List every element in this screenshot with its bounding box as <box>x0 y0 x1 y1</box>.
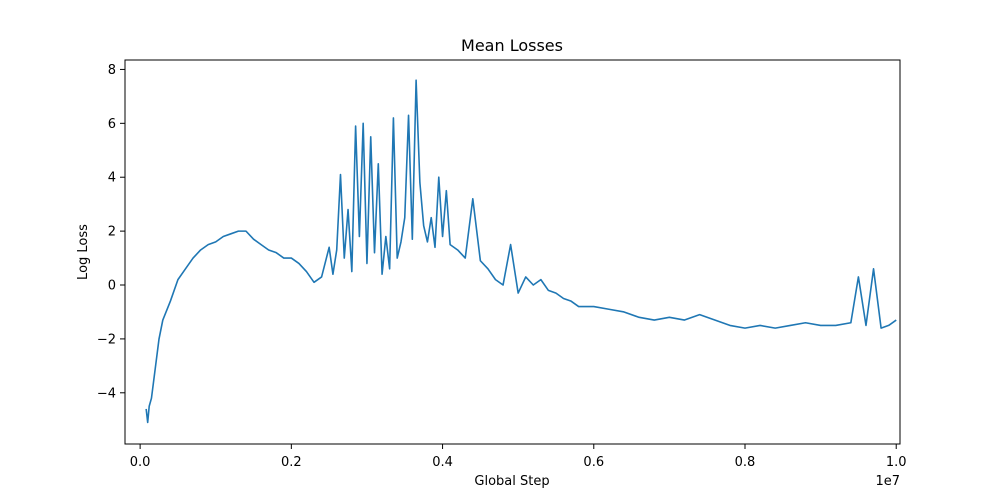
y-tick-label: 0 <box>108 279 116 294</box>
series-layer <box>145 79 897 424</box>
y-tick-label: 2 <box>108 225 116 240</box>
x-tick-label: 0.6 <box>583 455 604 470</box>
y-tick-label: −4 <box>97 386 116 401</box>
chart-title: Mean Losses <box>461 36 563 55</box>
x-tick-label: 1.0 <box>886 455 907 470</box>
y-tick-label: 4 <box>108 171 116 186</box>
y-axis-label: Log Loss <box>76 224 91 280</box>
y-tick-label: −2 <box>97 332 116 347</box>
x-offset-label: 1e7 <box>875 474 900 489</box>
x-axis: 0.0 0.2 0.4 0.6 0.8 1.0 <box>130 444 907 470</box>
x-tick-label: 0.2 <box>281 455 302 470</box>
x-axis-label: Global Step <box>474 474 549 489</box>
y-axis: −4 −2 0 2 4 6 8 <box>97 63 125 401</box>
x-tick-label: 0.8 <box>735 455 756 470</box>
x-tick-label: 0.0 <box>130 455 151 470</box>
y-tick-label: 6 <box>108 117 116 132</box>
plot-frame <box>124 59 901 445</box>
series-line-0 <box>145 79 897 424</box>
y-tick-label: 8 <box>108 63 116 78</box>
x-tick-label: 0.4 <box>432 455 453 470</box>
